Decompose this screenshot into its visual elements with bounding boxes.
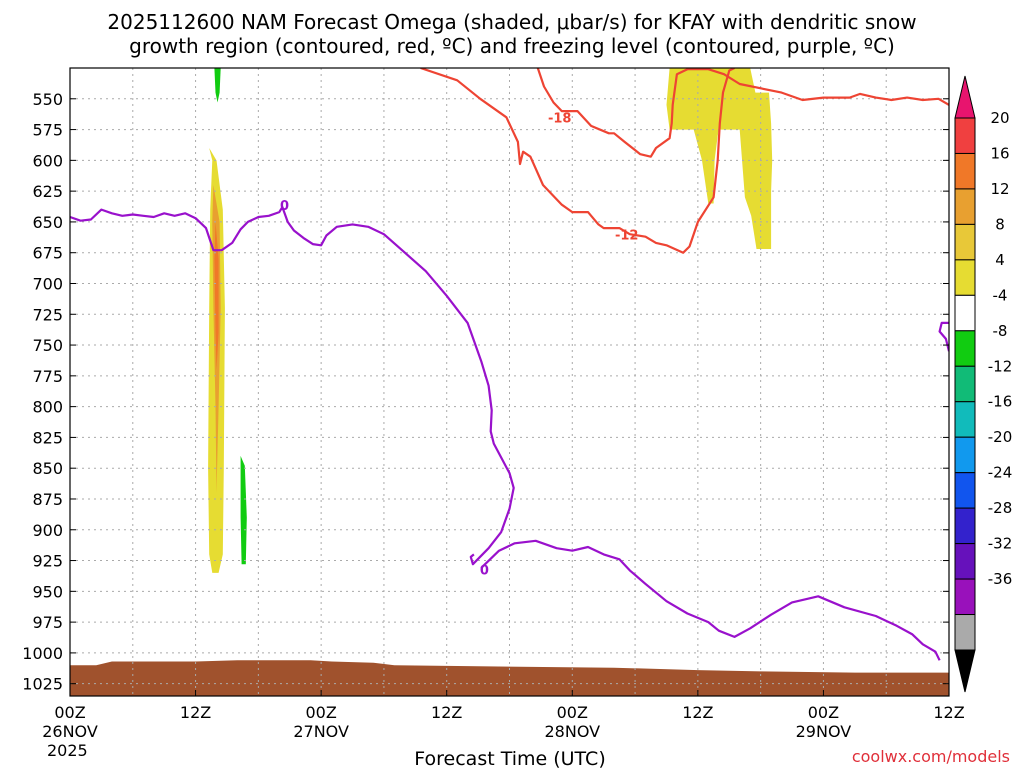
- colorbar-label: -28: [988, 499, 1013, 517]
- x-axis-title: Forecast Time (UTC): [414, 748, 605, 768]
- contour-label: -12: [615, 228, 639, 243]
- y-tick-label: 900: [32, 521, 63, 540]
- y-tick-label: 775: [32, 367, 63, 386]
- colorbar: 20 16 12 8 4 -4 -8 -12 -16 -20 -24 -28 -32 -36: [954, 75, 1013, 693]
- colorbar-bin: [954, 401, 976, 438]
- colorbar-bin: [954, 259, 976, 296]
- y-tick-label: 1025: [22, 675, 63, 694]
- y-tick-label: 750: [32, 336, 63, 355]
- colorbar-bin: [954, 507, 976, 545]
- x-tick-label: 00Z: [808, 703, 839, 722]
- x-tick-label: 00Z: [54, 703, 85, 722]
- x-tick-date: 29NOV: [796, 722, 852, 741]
- y-tick-label: 600: [32, 151, 63, 170]
- plot-area: [70, 68, 949, 696]
- colorbar-bin: [954, 117, 976, 154]
- colorbar-bin: [954, 365, 976, 403]
- x-tick-label: 12Z: [933, 703, 964, 722]
- colorbar-label: -36: [988, 570, 1013, 588]
- contour--18: [420, 68, 735, 254]
- y-tick-label: 925: [32, 552, 63, 571]
- y-axis: 550 575 600 625 650 675 700 725 750 775 800 825 850 8…: [22, 90, 949, 694]
- colorbar-label: 16: [990, 144, 1009, 162]
- y-tick-label: 800: [32, 398, 63, 417]
- colorbar-bin: [954, 188, 976, 225]
- y-tick-label: 625: [32, 182, 63, 201]
- colorbar-label: -24: [988, 464, 1013, 482]
- colorbar-top-arrow: [954, 75, 976, 119]
- contour-0: [70, 206, 515, 566]
- colorbar-label: 4: [995, 251, 1005, 269]
- colorbar-label: -20: [988, 428, 1013, 446]
- grid: [69, 68, 950, 696]
- contour-label: -18: [548, 111, 572, 126]
- colorbar-bin: [954, 578, 976, 616]
- colorbar-bin: [954, 436, 976, 474]
- y-tick-label: 825: [32, 428, 63, 447]
- colorbar-label: -12: [988, 357, 1013, 375]
- colorbar-bin: [954, 330, 976, 367]
- x-tick-label: 12Z: [180, 703, 211, 722]
- contour-label: 0: [480, 563, 489, 578]
- x-tick-date: 26NOV: [42, 722, 98, 741]
- colorbar-label: -8: [993, 322, 1008, 340]
- colorbar-label: 12: [990, 180, 1009, 198]
- x-tick-date: 27NOV: [293, 722, 349, 741]
- contour-0-lower: [480, 539, 941, 661]
- chart-title-line1: 2025112600 NAM Forecast Omega (shaded, μ…: [107, 10, 916, 34]
- x-tick-year: 2025: [47, 741, 88, 760]
- y-tick-label: 575: [32, 121, 63, 140]
- colorbar-label: 8: [995, 215, 1005, 233]
- chart-title-line2: growth region (contoured, red, ºC) and f…: [129, 34, 895, 58]
- colorbar-label: -16: [988, 393, 1013, 411]
- y-tick-label: 550: [32, 90, 63, 109]
- y-tick-label: 650: [32, 213, 63, 232]
- omega-area-descent-low: [240, 455, 247, 565]
- colorbar-bin: [954, 152, 976, 190]
- colorbar-bin: [954, 472, 976, 509]
- colorbar-bin: [954, 543, 976, 580]
- ground-surface: [70, 660, 949, 696]
- colorbar-label: -4: [993, 286, 1008, 304]
- contour--12: [536, 68, 949, 158]
- y-tick-label: 875: [32, 490, 63, 509]
- credit-link[interactable]: coolwx.com/models: [852, 747, 1010, 766]
- colorbar-bottom-arrow: [954, 649, 976, 693]
- contour-label: 0: [280, 199, 289, 214]
- y-tick-label: 725: [32, 305, 63, 324]
- contour-0-right: [938, 321, 949, 352]
- colorbar-bin: [954, 223, 976, 261]
- colorbar-label: 20: [990, 109, 1009, 127]
- y-tick-label: 850: [32, 459, 63, 478]
- y-tick-label: 1000: [22, 644, 63, 663]
- x-tick-label: 12Z: [431, 703, 462, 722]
- x-tick-label: 00Z: [305, 703, 336, 722]
- colorbar-bin: [954, 614, 976, 651]
- x-tick-label: 12Z: [682, 703, 713, 722]
- x-tick-date: 28NOV: [544, 722, 600, 741]
- omega-area-ascent-core-inner: [214, 221, 219, 370]
- omega-area-descent-top: [214, 68, 221, 103]
- y-tick-label: 700: [32, 274, 63, 293]
- plot-frame: [69, 67, 950, 697]
- y-tick-label: 675: [32, 244, 63, 263]
- y-tick-label: 975: [32, 613, 63, 632]
- colorbar-label: -32: [988, 535, 1013, 553]
- contours: 0 -18 -12 0: [70, 68, 949, 661]
- x-tick-label: 00Z: [557, 703, 588, 722]
- y-tick-label: 950: [32, 582, 63, 601]
- omega-area-ascent-late: [666, 68, 773, 249]
- colorbar-bin: [954, 294, 976, 332]
